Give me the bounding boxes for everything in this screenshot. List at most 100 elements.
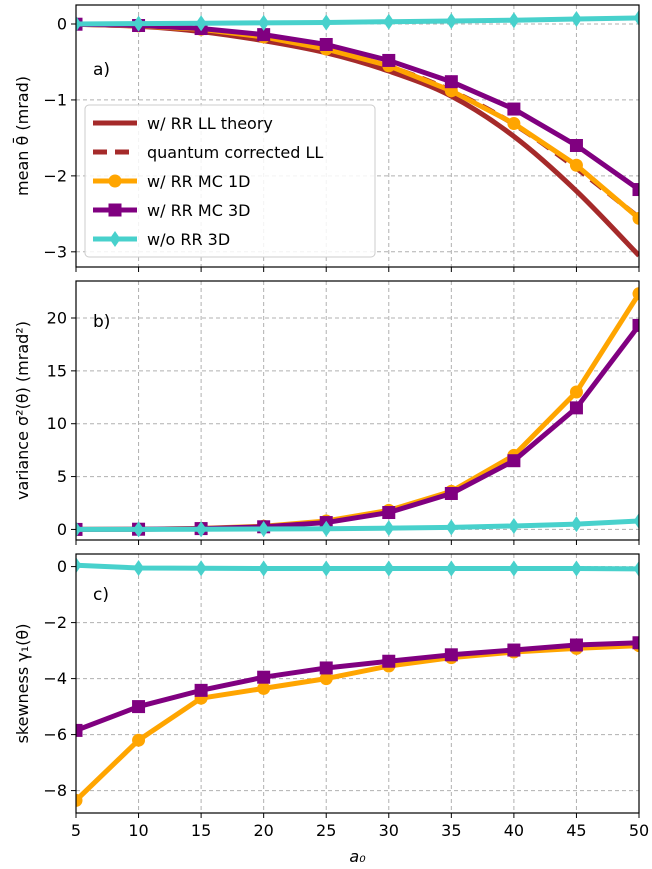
- y-tick-label: −6: [43, 725, 67, 744]
- data-point-w-rr-mc-3d: [382, 53, 396, 67]
- panel-2: 0 5 10 15 20 b) variance σ²(θ) (mrad²): [13, 280, 640, 545]
- y-tick-label: 0: [57, 520, 67, 539]
- series-line-w-rr-mc-3d: [76, 21, 639, 192]
- data-point-w-o-rr-3d: [133, 560, 145, 576]
- y-tick-label: −2: [43, 166, 67, 185]
- legend-marker-w-o-rr-3d: [109, 231, 121, 247]
- data-point-w-rr-mc-3d: [257, 28, 271, 42]
- data-point-w-o-rr-3d: [508, 12, 520, 29]
- data-point-w-o-rr-3d: [258, 14, 270, 31]
- data-point-w-rr-mc-3d: [569, 138, 583, 152]
- data-point-w-rr-mc-3d: [444, 486, 458, 500]
- legend-entry: w/ RR LL theory: [147, 114, 273, 133]
- x-tick-label: 15: [191, 821, 211, 840]
- y-tick-label: 0: [57, 14, 67, 33]
- series-line-w-o-rr-3d: [76, 518, 639, 532]
- y-axis-label: skewness γ₁(θ): [13, 624, 32, 744]
- data-point-w-rr-mc-1d: [132, 733, 146, 747]
- data-point-w-rr-mc-1d: [319, 672, 333, 686]
- x-tick-label: 45: [566, 821, 586, 840]
- x-tick-label: 35: [441, 821, 461, 840]
- x-tick-label: 10: [128, 821, 148, 840]
- x-tick-label: 5: [71, 821, 81, 840]
- data-point-w-rr-mc-1d: [569, 385, 583, 399]
- plot-frame: [75, 553, 640, 814]
- data-point-w-rr-mc-3d: [382, 506, 396, 520]
- data-point-w-rr-mc-3d: [632, 636, 639, 650]
- data-point-w-rr-mc-3d: [632, 318, 639, 332]
- data-point-w-o-rr-3d: [633, 9, 639, 26]
- legend-entry: w/ RR MC 1D: [147, 172, 250, 191]
- x-tick-label: 30: [379, 821, 399, 840]
- data-point-w-rr-mc-3d: [382, 654, 396, 668]
- y-tick-label: −4: [43, 669, 67, 688]
- data-point-w-rr-mc-1d: [569, 158, 583, 172]
- data-point-w-o-rr-3d: [570, 11, 582, 28]
- data-point-w-rr-mc-3d: [194, 683, 208, 697]
- plot-frame: [75, 280, 640, 541]
- series-line-w-rr-mc-3d: [76, 323, 639, 532]
- legend-entry: quantum corrected LL: [147, 143, 323, 162]
- panel-label: a): [93, 60, 110, 80]
- data-point-w-o-rr-3d: [445, 519, 457, 536]
- data-point-w-rr-mc-1d: [76, 793, 83, 807]
- y-tick-label: −8: [43, 781, 67, 800]
- y-tick-label: 15: [47, 361, 67, 380]
- x-axis-label: a₀: [349, 847, 366, 866]
- data-point-w-o-rr-3d: [570, 516, 582, 533]
- data-point-w-rr-mc-3d: [257, 670, 271, 684]
- x-tick-label: 20: [253, 821, 273, 840]
- data-point-w-rr-mc-1d: [507, 116, 521, 130]
- data-point-w-o-rr-3d: [195, 521, 207, 538]
- series-line-w-rr-mc-1d: [76, 292, 639, 532]
- y-tick-label: −1: [43, 90, 67, 109]
- legend-marker-w-rr-mc-1d: [108, 174, 122, 188]
- series-line-w-o-rr-3d: [76, 15, 639, 27]
- data-point-w-o-rr-3d: [445, 560, 457, 577]
- series-line-w-o-rr-3d: [76, 562, 639, 572]
- plot-frame: [75, 4, 640, 268]
- data-point-w-rr-mc-3d: [444, 75, 458, 89]
- panel-3: 0 −2 −4 −6 −8 5 10 15 20 25 30 35 40 45 50 c) skewness γ…: [13, 553, 649, 866]
- y-tick-label: −2: [43, 613, 67, 632]
- data-point-w-rr-mc-3d: [507, 643, 521, 657]
- data-point-w-o-rr-3d: [508, 560, 520, 577]
- data-point-w-rr-mc-3d: [507, 102, 521, 116]
- data-point-w-o-rr-3d: [133, 15, 145, 32]
- data-point-w-rr-mc-1d: [632, 287, 639, 301]
- data-point-w-rr-mc-3d: [444, 648, 458, 662]
- data-point-w-o-rr-3d: [383, 560, 395, 577]
- data-point-w-o-rr-3d: [76, 15, 82, 32]
- data-point-w-rr-mc-3d: [132, 700, 146, 714]
- data-point-w-o-rr-3d: [383, 520, 395, 537]
- data-point-w-o-rr-3d: [633, 512, 639, 529]
- data-point-w-rr-mc-1d: [632, 211, 639, 225]
- panel-label: b): [93, 312, 110, 332]
- series-line-w-rr-mc-1d: [76, 643, 639, 803]
- data-point-w-rr-mc-3d: [76, 723, 83, 737]
- data-point-w-o-rr-3d: [195, 560, 207, 577]
- series-group: [76, 557, 639, 807]
- data-point-w-rr-mc-1d: [257, 681, 271, 695]
- legend-entry: w/o RR 3D: [147, 230, 230, 249]
- data-point-w-rr-mc-3d: [319, 661, 333, 675]
- data-point-w-rr-mc-3d: [569, 401, 583, 415]
- data-point-w-o-rr-3d: [508, 517, 520, 534]
- data-point-w-o-rr-3d: [258, 560, 270, 577]
- data-point-w-o-rr-3d: [320, 520, 332, 537]
- series-line-w-rr-mc-3d: [76, 640, 639, 733]
- x-tick-label: 25: [316, 821, 336, 840]
- data-point-w-o-rr-3d: [320, 560, 332, 577]
- legend-marker-w-rr-mc-3d: [108, 203, 122, 217]
- data-point-w-o-rr-3d: [383, 13, 395, 30]
- y-axis-label: variance σ²(θ) (mrad²): [13, 321, 32, 500]
- y-tick-label: 5: [57, 467, 67, 486]
- y-tick-label: 0: [57, 557, 67, 576]
- panel-1: 0 −1 −2 −3 a) mean θ̄ (mrad) w/ RR LL theory qu…: [13, 4, 640, 272]
- panel-label: c): [93, 585, 109, 605]
- series-group: [76, 287, 639, 538]
- legend-box: [84, 104, 376, 258]
- data-point-w-rr-mc-3d: [507, 454, 521, 468]
- legend: w/ RR LL theory quantum corrected LL w/ RR…: [84, 104, 376, 258]
